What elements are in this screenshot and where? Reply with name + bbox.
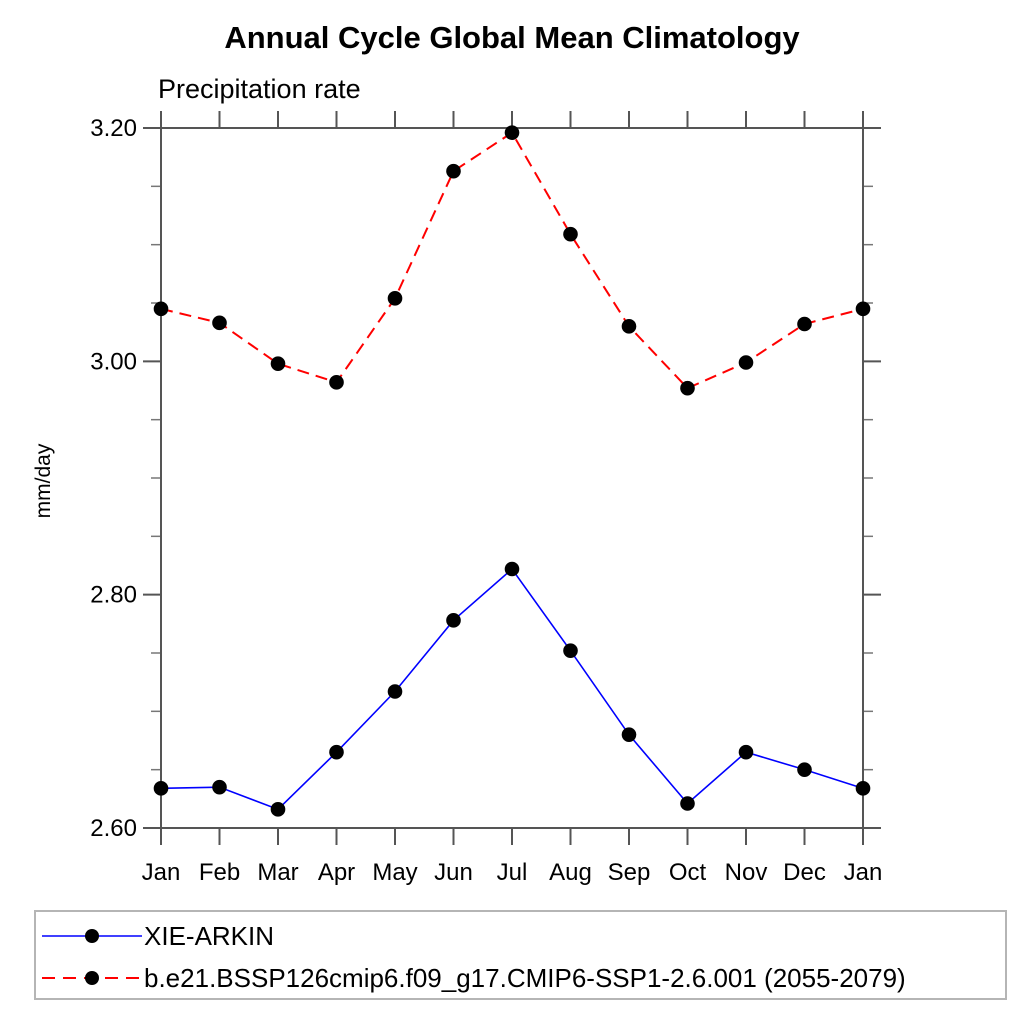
series-marker-1: [446, 163, 461, 179]
series-marker-1: [738, 355, 754, 370]
series-marker-0: [212, 779, 227, 795]
x-axis-tick-label: Jan: [844, 859, 883, 886]
series-marker-0: [153, 781, 169, 796]
series-marker-1: [212, 315, 227, 331]
y-axis-tick-label: 2.60: [90, 815, 137, 842]
series-marker-1: [329, 375, 344, 390]
legend-item-model: b.e21.BSSP126cmip6.f09_g17.CMIP6-SSP1-2.…: [40, 963, 906, 993]
series-line-1: [160, 131, 864, 390]
x-axis-tick-label: Apr: [318, 859, 355, 886]
series-marker-1: [387, 291, 403, 306]
x-axis-tick-label: Mar: [257, 859, 298, 886]
legend-line-sample-obs: [42, 929, 142, 943]
legend-box: XIE-ARKIN b.e21.BSSP126cmip6.f09_g17.CMI…: [34, 910, 1007, 1000]
series-line-0: [160, 567, 864, 811]
x-axis-tick-label: Oct: [669, 859, 707, 886]
series-marker-0: [504, 561, 520, 577]
legend-label-obs: XIE-ARKIN: [144, 921, 275, 951]
series-marker-0: [270, 802, 286, 817]
x-axis-tick-label: Jul: [497, 859, 528, 886]
x-axis-tick-label: Dec: [783, 859, 826, 886]
series-marker-0: [446, 613, 461, 628]
y-axis-tick-label: 3.20: [90, 115, 137, 142]
series-marker-0: [621, 727, 637, 742]
legend-line-sample-model: [42, 971, 142, 985]
series-marker-0: [387, 684, 403, 699]
x-axis-tick-label: Nov: [725, 859, 768, 886]
x-axis-tick-label: May: [372, 859, 417, 886]
y-axis-tick-label: 3.00: [90, 348, 137, 375]
plot-area: Jan Feb Mar Apr May Jun Jul Aug Sep Oct Nov Dec Jan2…: [90, 111, 883, 886]
x-axis-tick-label: Feb: [199, 859, 240, 886]
chart-subtitle: Precipitation rate: [158, 74, 361, 104]
series-marker-1: [621, 319, 637, 334]
series-marker-0: [738, 744, 754, 760]
series-marker-0: [680, 796, 695, 811]
series-marker-0: [855, 781, 871, 796]
series-marker-1: [153, 301, 169, 317]
x-axis-tick-label: Aug: [549, 859, 592, 886]
series-marker-0: [329, 744, 344, 760]
x-axis-tick-label: Jun: [434, 859, 473, 886]
legend-sample-marker: [85, 971, 99, 985]
legend-sample-marker: [85, 929, 99, 943]
series-marker-0: [563, 643, 578, 658]
x-axis-tick-label: Jan: [142, 859, 181, 886]
series-marker-1: [270, 356, 286, 371]
legend-label-model: b.e21.BSSP126cmip6.f09_g17.CMIP6-SSP1-2.…: [144, 963, 906, 993]
series-marker-1: [563, 226, 578, 242]
series-marker-1: [855, 301, 871, 317]
series-marker-1: [797, 316, 812, 332]
series-marker-1: [504, 125, 520, 140]
chart-title: Annual Cycle Global Mean Climatology: [224, 20, 800, 55]
x-axis-tick-label: Sep: [608, 859, 651, 886]
series-marker-1: [680, 380, 695, 396]
legend-item-xie-arkin: XIE-ARKIN: [40, 921, 274, 951]
series-marker-0: [797, 762, 812, 777]
plot-frame: [160, 127, 864, 829]
y-axis-tick-label: 2.80: [90, 582, 137, 609]
